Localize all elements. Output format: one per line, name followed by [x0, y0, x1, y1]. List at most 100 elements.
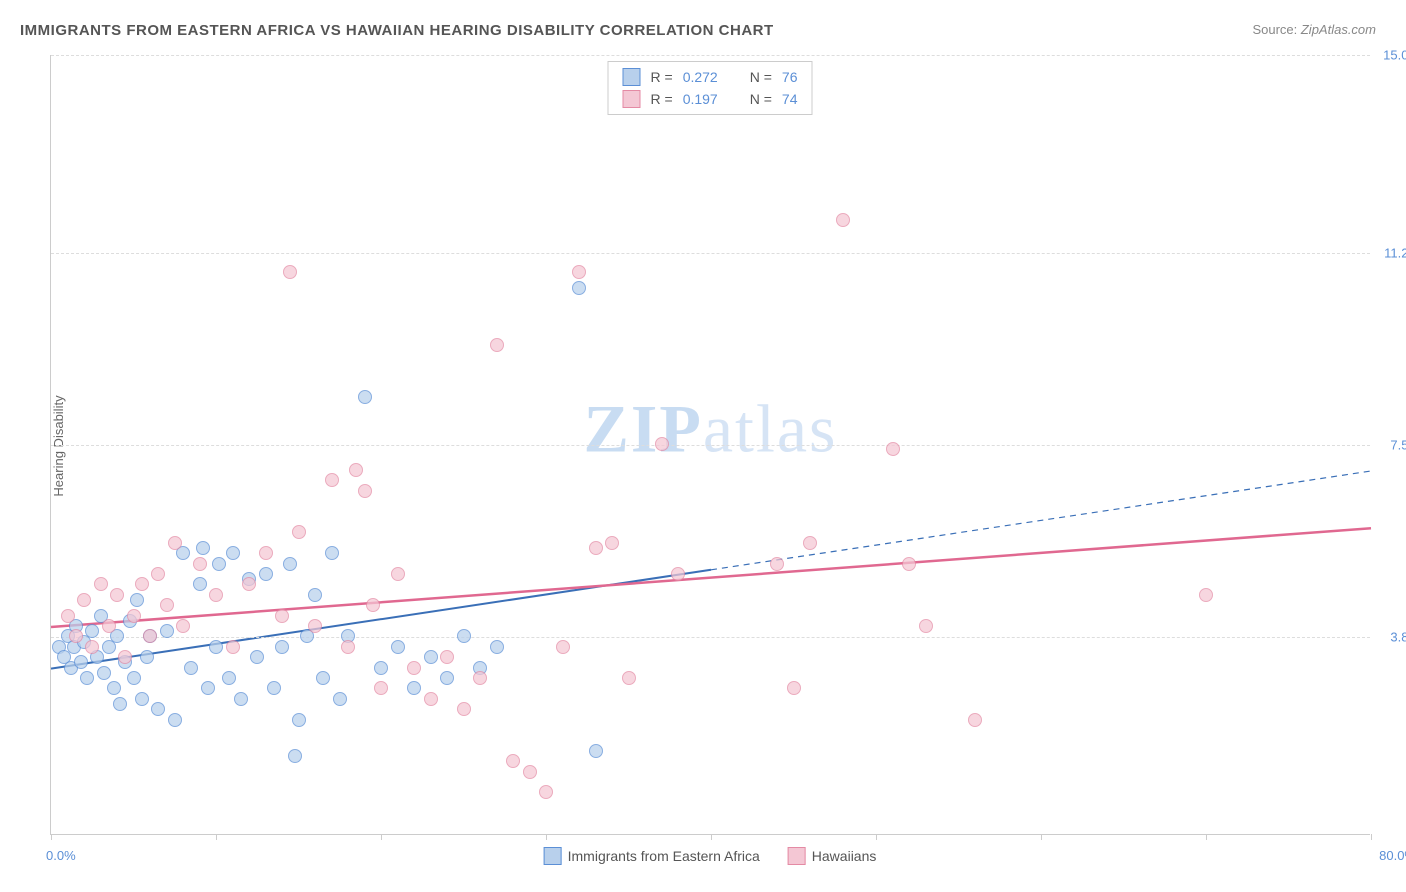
legend-swatch — [544, 847, 562, 865]
source-attribution: Source: ZipAtlas.com — [1252, 22, 1376, 37]
scatter-point-hawaiians — [69, 629, 83, 643]
scatter-point-hawaiians — [622, 671, 636, 685]
scatter-point-hawaiians — [572, 265, 586, 279]
r-value: 0.197 — [683, 91, 718, 107]
x-tick — [711, 834, 712, 840]
x-tick — [51, 834, 52, 840]
scatter-point-hawaiians — [605, 536, 619, 550]
scatter-point-hawaiians — [391, 567, 405, 581]
scatter-point-eastern_africa — [572, 281, 586, 295]
scatter-point-eastern_africa — [85, 624, 99, 638]
chart-title: IMMIGRANTS FROM EASTERN AFRICA VS HAWAII… — [20, 22, 774, 39]
gridline — [51, 253, 1370, 254]
legend-item-hawaiians: Hawaiians — [788, 847, 877, 865]
scatter-point-hawaiians — [151, 567, 165, 581]
scatter-point-eastern_africa — [308, 588, 322, 602]
scatter-point-hawaiians — [283, 265, 297, 279]
scatter-point-eastern_africa — [151, 702, 165, 716]
chart-container: ZIPatlas 3.8%7.5%11.2%15.0% R =0.272N =7… — [50, 55, 1370, 835]
scatter-point-eastern_africa — [333, 692, 347, 706]
scatter-point-eastern_africa — [97, 666, 111, 680]
scatter-point-hawaiians — [836, 213, 850, 227]
scatter-point-eastern_africa — [283, 557, 297, 571]
n-label: N = — [750, 69, 772, 85]
y-tick-label: 11.2% — [1375, 245, 1406, 260]
scatter-point-eastern_africa — [107, 681, 121, 695]
scatter-point-hawaiians — [968, 713, 982, 727]
scatter-point-eastern_africa — [222, 671, 236, 685]
scatter-point-hawaiians — [803, 536, 817, 550]
scatter-point-hawaiians — [308, 619, 322, 633]
y-tick-label: 15.0% — [1375, 48, 1406, 63]
scatter-point-hawaiians — [118, 650, 132, 664]
scatter-point-hawaiians — [473, 671, 487, 685]
scatter-point-eastern_africa — [74, 655, 88, 669]
scatter-point-hawaiians — [325, 473, 339, 487]
legend-label: Hawaiians — [812, 848, 877, 864]
x-tick — [381, 834, 382, 840]
scatter-point-eastern_africa — [135, 692, 149, 706]
scatter-point-eastern_africa — [288, 749, 302, 763]
scatter-point-hawaiians — [589, 541, 603, 555]
scatter-point-eastern_africa — [130, 593, 144, 607]
scatter-point-hawaiians — [349, 463, 363, 477]
scatter-point-hawaiians — [366, 598, 380, 612]
scatter-point-eastern_africa — [589, 744, 603, 758]
scatter-point-eastern_africa — [201, 681, 215, 695]
scatter-point-hawaiians — [341, 640, 355, 654]
legend-item-eastern_africa: Immigrants from Eastern Africa — [544, 847, 760, 865]
scatter-point-hawaiians — [919, 619, 933, 633]
x-tick — [1206, 834, 1207, 840]
scatter-point-hawaiians — [358, 484, 372, 498]
scatter-point-hawaiians — [655, 437, 669, 451]
scatter-point-eastern_africa — [407, 681, 421, 695]
scatter-point-eastern_africa — [457, 629, 471, 643]
scatter-point-eastern_africa — [193, 577, 207, 591]
gridline — [51, 637, 1370, 638]
scatter-point-hawaiians — [292, 525, 306, 539]
stats-swatch — [623, 68, 641, 86]
n-value: 76 — [782, 69, 798, 85]
scatter-point-eastern_africa — [113, 697, 127, 711]
scatter-point-hawaiians — [902, 557, 916, 571]
r-value: 0.272 — [683, 69, 718, 85]
r-label: R = — [651, 69, 673, 85]
scatter-point-eastern_africa — [325, 546, 339, 560]
scatter-point-eastern_africa — [160, 624, 174, 638]
scatter-point-hawaiians — [457, 702, 471, 716]
scatter-point-eastern_africa — [140, 650, 154, 664]
scatter-point-hawaiians — [523, 765, 537, 779]
n-value: 74 — [782, 91, 798, 107]
scatter-point-hawaiians — [143, 629, 157, 643]
x-tick — [1371, 834, 1372, 840]
scatter-point-hawaiians — [886, 442, 900, 456]
scatter-point-hawaiians — [176, 619, 190, 633]
scatter-point-hawaiians — [168, 536, 182, 550]
source-prefix: Source: — [1252, 22, 1300, 37]
watermark-bold: ZIP — [584, 390, 703, 466]
stats-row-eastern_africa: R = 0.272 N = 76 — [623, 66, 798, 88]
scatter-point-hawaiians — [259, 546, 273, 560]
scatter-point-eastern_africa — [490, 640, 504, 654]
scatter-point-hawaiians — [135, 577, 149, 591]
scatter-point-eastern_africa — [358, 390, 372, 404]
scatter-point-hawaiians — [440, 650, 454, 664]
y-tick-label: 3.8% — [1375, 630, 1406, 645]
scatter-point-eastern_africa — [275, 640, 289, 654]
scatter-point-eastern_africa — [184, 661, 198, 675]
scatter-point-hawaiians — [407, 661, 421, 675]
scatter-point-eastern_africa — [440, 671, 454, 685]
scatter-point-eastern_africa — [168, 713, 182, 727]
scatter-point-eastern_africa — [259, 567, 273, 581]
scatter-point-hawaiians — [160, 598, 174, 612]
scatter-point-eastern_africa — [316, 671, 330, 685]
scatter-point-eastern_africa — [250, 650, 264, 664]
trend-line-dashed-eastern_africa — [711, 471, 1371, 570]
x-tick — [216, 834, 217, 840]
scatter-point-hawaiians — [226, 640, 240, 654]
scatter-point-hawaiians — [127, 609, 141, 623]
x-tick — [876, 834, 877, 840]
x-max-label: 80.0% — [1379, 848, 1406, 863]
scatter-point-hawaiians — [77, 593, 91, 607]
scatter-point-eastern_africa — [391, 640, 405, 654]
